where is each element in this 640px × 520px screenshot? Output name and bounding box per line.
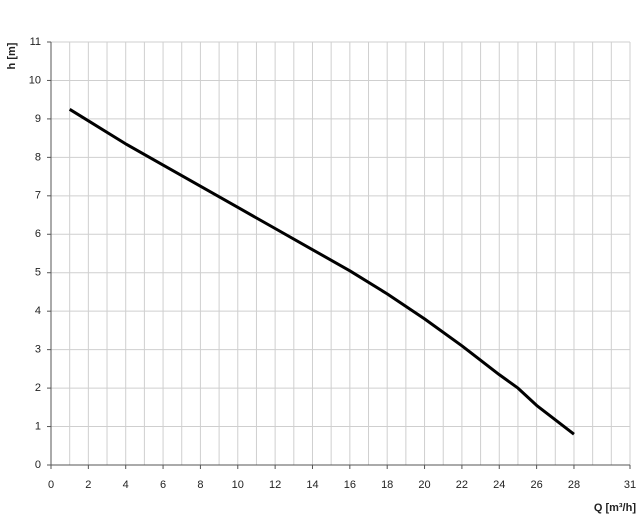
x-tick-label: 8	[197, 479, 203, 491]
x-tick-label: 14	[306, 479, 318, 491]
y-axis-label: h [m]	[6, 42, 18, 69]
y-tick-label: 5	[35, 267, 41, 279]
y-tick-label: 10	[29, 74, 41, 86]
x-tick-label: 10	[232, 479, 244, 491]
x-tick-label: 28	[568, 479, 580, 491]
x-axis-label: Q [m³/h]	[594, 502, 636, 514]
x-tick-label: 26	[530, 479, 542, 491]
x-tick-label: 16	[344, 479, 356, 491]
x-tick-label: 18	[381, 479, 393, 491]
x-tick-label: 4	[123, 479, 129, 491]
y-tick-label: 6	[35, 228, 41, 240]
x-tick-label: 22	[456, 479, 468, 491]
x-tick-label: 2	[85, 479, 91, 491]
y-tick-label: 0	[35, 459, 41, 471]
x-tick-label: 31	[624, 479, 636, 491]
curve	[68, 108, 575, 436]
y-tick-label: 2	[35, 382, 41, 394]
x-tick-label: 24	[493, 479, 505, 491]
x-tick-label: 20	[418, 479, 430, 491]
y-tick-label: 11	[30, 36, 41, 48]
y-tick-label: 1	[35, 420, 41, 432]
y-tick-label: 4	[35, 305, 41, 317]
x-tick-label: 12	[269, 479, 281, 491]
y-tick-label: 3	[35, 344, 41, 356]
y-tick-label: 9	[35, 113, 41, 125]
y-tick-label: 8	[35, 151, 41, 163]
x-tick-label: 6	[160, 479, 166, 491]
x-tick-label: 0	[48, 479, 54, 491]
y-tick-label: 7	[35, 190, 41, 202]
